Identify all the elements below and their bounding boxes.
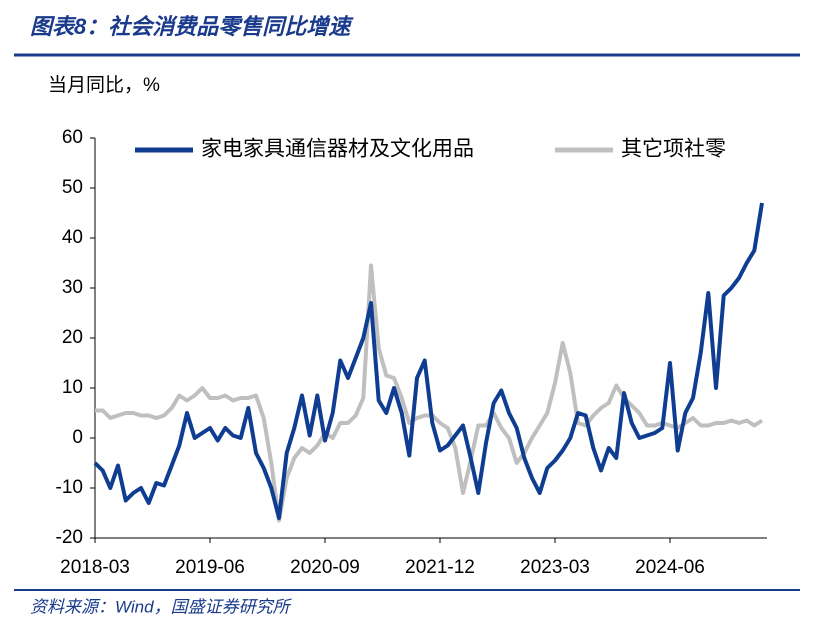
y-tick-label: -20 (56, 527, 83, 548)
source: 资料来源：Wind，国盛证券研究所 (30, 597, 293, 616)
x-tick-label: 2018-03 (60, 557, 130, 578)
x-tick-label: 2020-09 (290, 557, 360, 578)
y-tick-label: 50 (62, 177, 83, 198)
legend-label: 其它项社零 (621, 138, 726, 161)
y-tick-label: 0 (72, 427, 83, 448)
x-tick-label: 2021-12 (405, 557, 475, 578)
x-tick-label: 2023-03 (520, 557, 590, 578)
x-tick-label: 2024-06 (635, 557, 705, 578)
y-tick-label: 30 (62, 277, 83, 298)
y-tick-label: -10 (56, 477, 83, 498)
legend-label: 家电家具通信器材及文化用品 (201, 138, 474, 161)
y-tick-label: 60 (62, 127, 83, 148)
y-axis-label: 当月同比，% (48, 74, 160, 96)
chart-title: 图表8：社会消费品零售同比增速 (30, 14, 354, 39)
y-tick-label: 10 (62, 377, 83, 398)
x-tick-label: 2019-06 (175, 557, 245, 578)
y-tick-label: 20 (62, 327, 83, 348)
series-line (93, 202, 764, 520)
y-tick-label: 40 (62, 227, 83, 248)
series-line (95, 263, 764, 523)
